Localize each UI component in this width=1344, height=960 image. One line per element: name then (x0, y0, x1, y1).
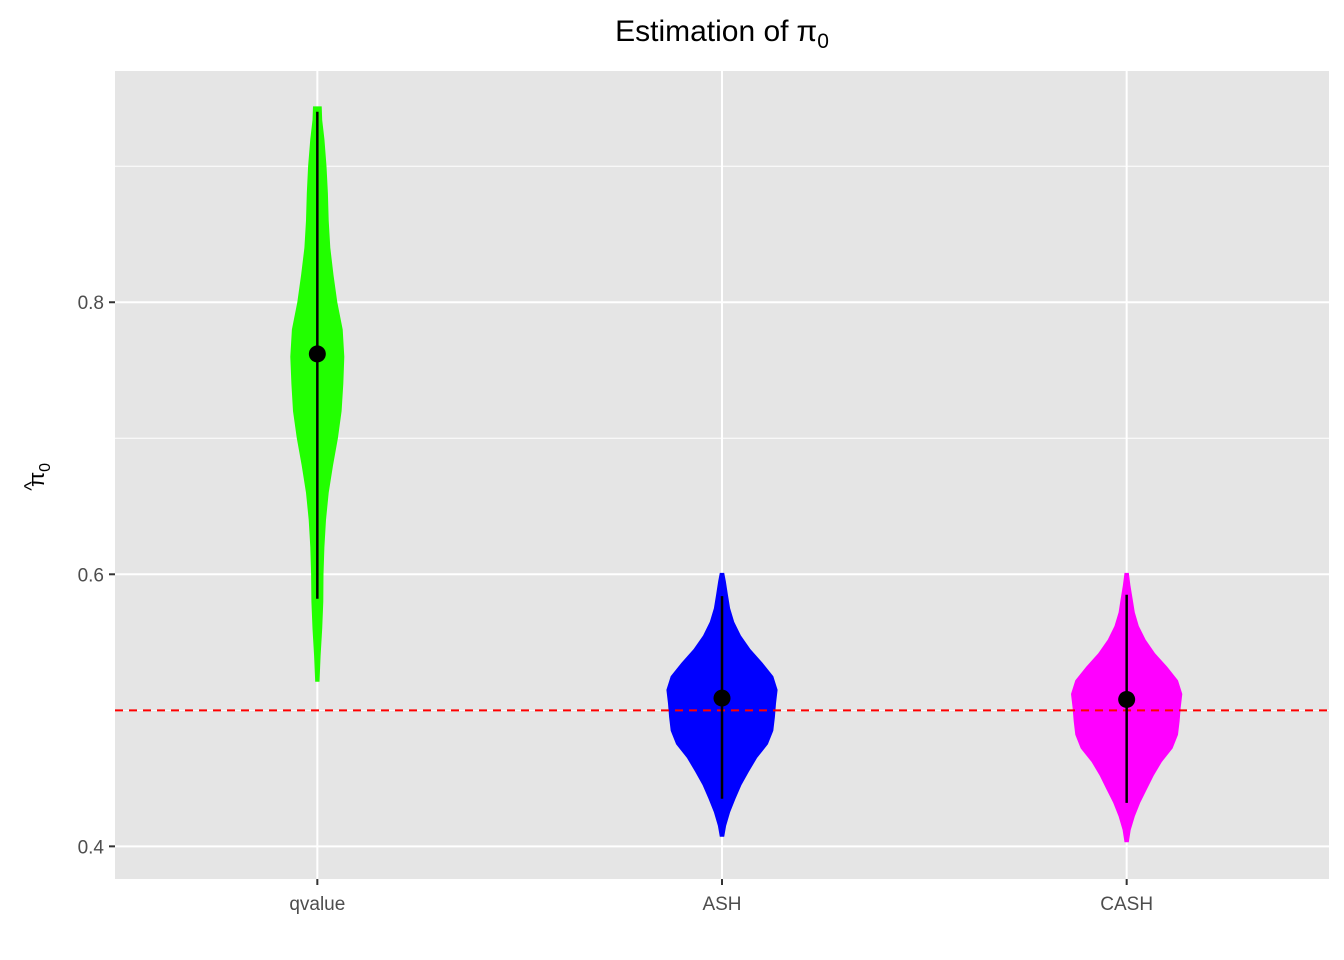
y-axis-title-hat: ^ (21, 481, 43, 491)
y-axis-title-symbol: π (24, 472, 49, 487)
x-tick-label: CASH (1100, 894, 1153, 915)
chart-title-text: Estimation of (615, 15, 789, 48)
x-tick-label: ASH (702, 894, 741, 915)
y-axis-title-subscript: 0 (37, 463, 54, 472)
median-point-qvalue (308, 345, 326, 363)
chart-title-subscript: 0 (817, 30, 829, 53)
y-axis: 0.4 0.6 0.8 (78, 293, 115, 858)
y-tick-label: 0.6 (78, 565, 104, 586)
median-point-CASH (1118, 690, 1136, 708)
x-axis: qvalue ASH CASH (289, 879, 1153, 915)
y-axis-title: π0 (24, 463, 54, 487)
y-tick-label: 0.4 (78, 837, 105, 858)
median-point-ASH (713, 689, 731, 707)
y-tick-label: 0.8 (78, 293, 104, 314)
chart-title: Estimation of π0 (615, 15, 829, 53)
summary-markers (308, 111, 1136, 803)
chart-title-symbol: π (797, 15, 818, 48)
x-tick-label: qvalue (289, 894, 345, 915)
